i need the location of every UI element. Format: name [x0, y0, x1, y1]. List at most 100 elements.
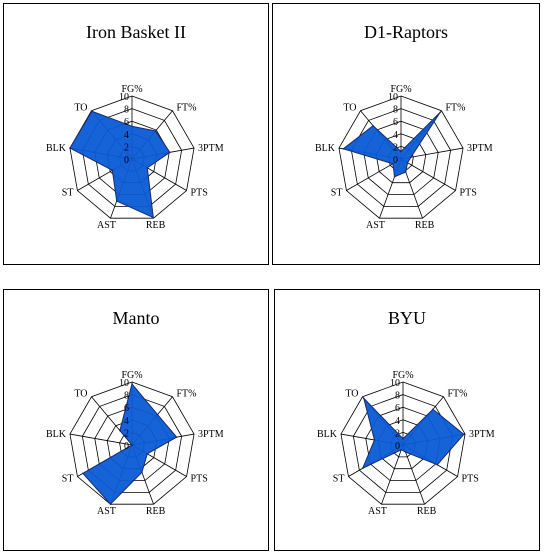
radial-tick-label: 4 — [124, 130, 129, 141]
radial-tick-label: 10 — [390, 378, 400, 389]
radial-tick-label: 10 — [119, 378, 129, 389]
radial-tick-label: 8 — [393, 105, 398, 116]
radial-tick-label: 0 — [124, 155, 129, 166]
category-label: FT% — [446, 103, 466, 114]
category-label: FG% — [121, 84, 142, 95]
radial-tick-label: 6 — [395, 403, 400, 414]
data-point — [402, 437, 404, 440]
data-point — [372, 124, 374, 127]
data-point — [109, 503, 112, 505]
category-label: TO — [74, 103, 87, 114]
data-point — [362, 397, 365, 399]
data-area — [82, 382, 178, 505]
category-label: ST — [62, 188, 74, 199]
data-point — [393, 175, 396, 178]
category-label: BLK — [46, 143, 67, 154]
radial-tick-label: 10 — [119, 92, 129, 103]
data-point — [146, 453, 149, 455]
data-point — [439, 111, 442, 113]
radial-tick-label: 2 — [124, 142, 129, 153]
category-label: TO — [74, 389, 87, 400]
category-label: REB — [146, 506, 166, 517]
category-label: TO — [343, 103, 356, 114]
data-point — [404, 171, 407, 173]
category-label: 3PTM — [198, 429, 224, 440]
data-point — [91, 110, 93, 113]
category-label: PTS — [462, 474, 479, 485]
data-point — [146, 167, 149, 169]
axis-spoke — [381, 444, 404, 505]
radial-tick-label: 6 — [124, 117, 129, 128]
category-label: BLK — [46, 429, 67, 440]
chart-panel-2: D1-Raptors 0 2 4 6 8 10 FG% FT% 3PTM PTS REB AST ST B… — [272, 3, 540, 265]
category-label: FG% — [121, 370, 142, 381]
radial-tick-label: 0 — [124, 441, 129, 452]
category-label: BLK — [315, 143, 336, 154]
data-point — [432, 408, 434, 411]
data-point — [154, 130, 157, 132]
axis-spoke — [400, 158, 456, 191]
category-label: PTS — [191, 188, 208, 199]
category-label: AST — [366, 220, 385, 231]
radial-tick-label: 4 — [395, 416, 400, 427]
category-label: FT% — [177, 103, 197, 114]
chart-title: Iron Basket II — [86, 22, 186, 42]
data-point — [69, 147, 71, 149]
data-point — [156, 413, 159, 416]
category-label: FG% — [390, 84, 411, 95]
category-label: PTS — [460, 188, 477, 199]
radial-tick-label: 8 — [124, 105, 129, 116]
data-point — [410, 156, 412, 159]
chart-panel-3: Manto 0 2 4 6 8 10 FG% FT% 3PTM PTS REB AST ST BLK TO — [3, 289, 269, 551]
category-label: ST — [62, 474, 74, 485]
data-point — [119, 429, 121, 432]
data-area — [342, 111, 441, 178]
category-label: FT% — [448, 389, 468, 400]
category-label: 3PTM — [467, 143, 493, 154]
grid-ring — [338, 95, 464, 219]
radial-tick-label: 6 — [124, 403, 129, 414]
category-label: REB — [415, 220, 435, 231]
data-point — [131, 444, 133, 446]
data-point — [169, 151, 171, 154]
radial-tick-label: 2 — [124, 428, 129, 439]
category-label: AST — [368, 506, 387, 517]
data-point — [373, 439, 376, 441]
chart-title: Manto — [112, 308, 160, 328]
data-point — [131, 383, 133, 385]
category-label: AST — [97, 506, 116, 517]
axis-spoke — [402, 444, 425, 505]
chart-title: D1-Raptors — [364, 22, 448, 42]
radial-tick-label: 2 — [395, 428, 400, 439]
data-point — [131, 125, 133, 128]
axis-spoke — [346, 158, 402, 191]
grid-ring — [69, 381, 195, 505]
data-point — [82, 472, 84, 475]
radial-tick-label: 2 — [393, 142, 398, 153]
data-point — [436, 464, 439, 466]
data-area — [69, 110, 171, 219]
category-label: 3PTM — [198, 143, 224, 154]
chart-title: BYU — [387, 308, 426, 328]
radial-tick-label: 0 — [393, 155, 398, 166]
radial-tick-label: 8 — [395, 391, 400, 402]
data-point — [404, 451, 407, 453]
category-label: ST — [331, 188, 343, 199]
data-point — [406, 161, 409, 164]
radial-tick-label: 8 — [124, 391, 129, 402]
category-label: 3PTM — [469, 429, 495, 440]
grid-ring — [340, 381, 466, 505]
category-label: TO — [345, 389, 358, 400]
axis-spoke — [69, 433, 133, 446]
radial-tick-label: 6 — [393, 117, 398, 128]
category-label: FT% — [177, 389, 197, 400]
category-label: FG% — [392, 370, 413, 381]
radial-tick-label: 0 — [395, 441, 400, 452]
data-point — [152, 216, 155, 219]
category-label: BLK — [317, 429, 338, 440]
data-point — [361, 467, 364, 470]
category-label: REB — [417, 506, 437, 517]
data-area — [361, 396, 465, 470]
category-label: REB — [146, 220, 166, 231]
